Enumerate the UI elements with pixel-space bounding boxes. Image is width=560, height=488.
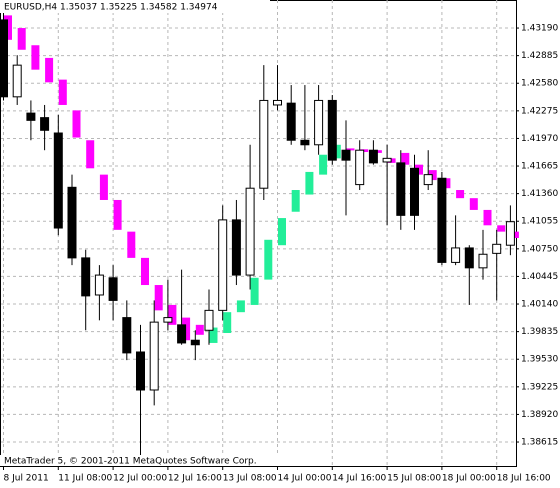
overlay-body	[45, 57, 54, 83]
y-tick-label: 1.39225	[521, 382, 558, 392]
overlay-body	[236, 300, 245, 313]
candle-body	[423, 174, 433, 186]
candle-body	[149, 321, 159, 391]
overlay-body	[99, 174, 108, 200]
candle-body	[273, 99, 282, 106]
candle-body	[204, 309, 214, 331]
candle-body	[286, 102, 296, 141]
candle-body	[177, 324, 187, 344]
candle-body	[410, 167, 419, 216]
candle-body	[53, 132, 63, 229]
overlay-body	[497, 225, 506, 232]
candle-body	[122, 317, 132, 354]
x-tick-label: 12 Jul 16:00	[168, 474, 222, 484]
x-tick-label: 14 Jul 00:00	[278, 474, 332, 484]
candle-body	[94, 274, 104, 296]
candle-body	[451, 247, 461, 263]
overlay-body	[86, 140, 95, 169]
overlay-body	[483, 209, 492, 226]
candle-body	[163, 317, 173, 323]
candle-body	[368, 149, 378, 164]
overlay-body	[264, 239, 273, 280]
candle-body	[327, 99, 337, 161]
y-tick-label: 1.41665	[521, 162, 558, 172]
x-tick-label: 8 Jul 2011	[4, 474, 49, 484]
x-tick-label: 13 Jul 08:00	[223, 474, 277, 484]
candle-body	[314, 99, 324, 146]
candle-body	[341, 149, 351, 161]
candle-body	[492, 243, 502, 254]
y-tick-label: 1.41360	[521, 189, 558, 199]
y-tick-label: 1.40750	[521, 244, 558, 254]
candle-body	[67, 186, 77, 259]
overlay-body	[469, 198, 478, 210]
y-tick-label: 1.42580	[521, 79, 558, 89]
y-tick-label: 1.42275	[521, 106, 558, 116]
y-tick-label: 1.38615	[521, 438, 558, 448]
y-tick-label: 1.43190	[521, 24, 558, 34]
candle-body	[259, 99, 269, 189]
y-tick-label: 1.39835	[521, 327, 558, 337]
overlay-body	[223, 312, 232, 333]
candle-body	[464, 247, 474, 269]
overlay-body	[510, 231, 519, 238]
overlay-body	[278, 218, 286, 246]
overlay-body	[141, 257, 149, 286]
candle-body	[190, 339, 200, 346]
candle-body	[231, 219, 241, 276]
y-tick-label: 1.40140	[521, 300, 558, 310]
overlay-body	[250, 277, 259, 305]
x-tick-label: 15 Jul 08:00	[387, 474, 441, 484]
x-tick-label: 18 Jul 00:00	[442, 474, 496, 484]
candle-body	[382, 157, 392, 163]
overlay-body	[168, 304, 177, 325]
x-tick-label: 18 Jul 16:00	[497, 474, 551, 484]
overlay-body	[17, 28, 26, 50]
overlay-body	[346, 148, 355, 151]
overlay-body	[195, 324, 204, 335]
y-tick-label: 1.39530	[521, 355, 558, 365]
footer-bg	[0, 455, 320, 466]
candle-body	[505, 221, 515, 246]
overlay-body	[127, 231, 136, 258]
title-bg	[0, 0, 270, 13]
candle-body	[12, 64, 22, 98]
overlay-body	[456, 190, 465, 199]
y-tick-label: 1.41055	[521, 217, 558, 227]
candle-body	[26, 112, 36, 121]
plot-frame	[0, 0, 517, 467]
overlay-body	[305, 171, 314, 195]
candle-body	[0, 19, 8, 98]
footer: MetaTrader 5, © 2001-2011 MetaQuotes Sof…	[4, 457, 257, 467]
candle-body	[136, 351, 145, 391]
x-tick-label: 12 Jul 00:00	[113, 474, 167, 484]
x-tick-label: 14 Jul 16:00	[332, 474, 386, 484]
x-tick-label: 11 Jul 08:00	[58, 474, 112, 484]
overlay-body	[209, 327, 218, 343]
overlay-body	[113, 199, 122, 230]
overlay-body	[154, 285, 163, 311]
candle-body	[245, 187, 255, 276]
candle-body	[81, 257, 91, 297]
y-tick-label: 1.41970	[521, 134, 558, 144]
candle-body	[40, 117, 50, 131]
chart-title: EURUSD,H4 1.35037 1.35225 1.34582 1.3497…	[4, 3, 218, 13]
y-tick-label: 1.38920	[521, 410, 558, 420]
candle-body	[355, 149, 365, 186]
overlay-body	[291, 190, 300, 212]
candle-body	[300, 139, 310, 146]
candle-body	[218, 219, 228, 311]
candle-body	[478, 253, 488, 269]
y-tick-label: 1.42885	[521, 51, 558, 61]
candle-body	[396, 162, 406, 216]
overlay-body	[72, 110, 81, 138]
overlay-body	[319, 154, 328, 175]
overlay-body	[401, 152, 410, 165]
candle-body	[108, 277, 118, 301]
overlay-body	[31, 45, 40, 70]
y-tick-label: 1.40445	[521, 272, 558, 282]
candle-body	[437, 177, 447, 263]
overlay-body	[58, 79, 67, 105]
